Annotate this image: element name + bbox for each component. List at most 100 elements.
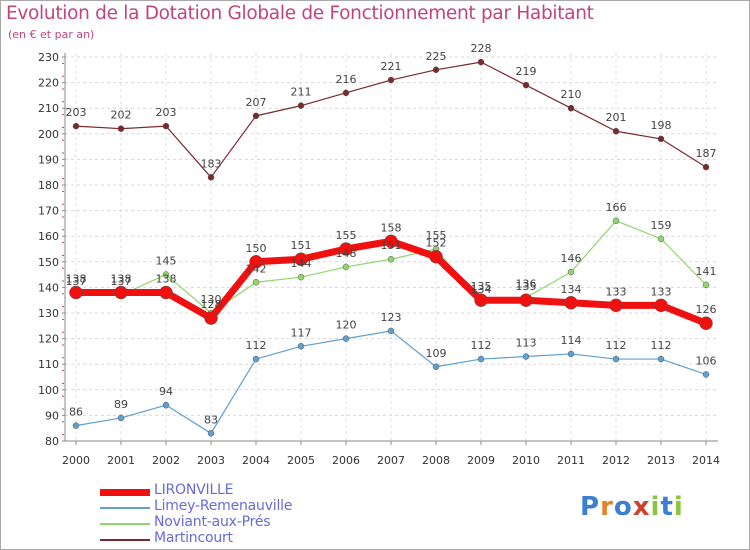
data-label-martincourt: 211 bbox=[291, 86, 312, 99]
point-lironville bbox=[429, 249, 443, 264]
point-martincourt bbox=[387, 76, 395, 84]
point-martincourt bbox=[477, 58, 485, 66]
y-tick-label: 80 bbox=[45, 435, 59, 448]
data-label-noviant-aux-pr-s: 159 bbox=[651, 219, 672, 232]
x-tick-label: 2009 bbox=[467, 454, 495, 467]
data-label-lironville: 133 bbox=[606, 285, 627, 298]
x-tick-label: 2004 bbox=[242, 454, 270, 467]
legend-label: LIRONVILLE bbox=[154, 482, 234, 498]
legend-label: Noviant-aux-Prés bbox=[154, 514, 271, 530]
x-tick-label: 2010 bbox=[512, 454, 540, 467]
point-noviant-aux-pr-s bbox=[657, 235, 665, 243]
data-label-martincourt: 216 bbox=[336, 73, 357, 86]
data-label-limey-remenauville: 109 bbox=[426, 347, 447, 360]
data-label-martincourt: 225 bbox=[426, 50, 447, 63]
logo-letter: x bbox=[632, 492, 651, 522]
point-martincourt bbox=[72, 122, 80, 130]
data-label-noviant-aux-pr-s: 148 bbox=[336, 247, 357, 260]
x-tick-label: 2012 bbox=[602, 454, 630, 467]
point-noviant-aux-pr-s bbox=[297, 273, 305, 281]
x-tick-label: 2005 bbox=[287, 454, 315, 467]
data-label-limey-remenauville: 112 bbox=[246, 339, 267, 352]
y-tick-label: 140 bbox=[38, 281, 59, 294]
data-label-limey-remenauville: 94 bbox=[159, 385, 173, 398]
data-label-limey-remenauville: 113 bbox=[516, 337, 537, 350]
data-label-lironville: 138 bbox=[66, 273, 87, 286]
data-label-limey-remenauville: 117 bbox=[291, 326, 312, 339]
data-label-limey-remenauville: 114 bbox=[561, 334, 582, 347]
data-label-lironville: 135 bbox=[471, 280, 492, 293]
x-tick-label: 2013 bbox=[647, 454, 675, 467]
point-limey-remenauville bbox=[612, 355, 620, 363]
data-label-martincourt: 221 bbox=[381, 60, 402, 73]
data-label-noviant-aux-pr-s: 137 bbox=[111, 275, 132, 288]
point-lironville bbox=[654, 298, 668, 313]
data-label-noviant-aux-pr-s: 136 bbox=[516, 278, 537, 291]
point-lironville bbox=[249, 255, 263, 269]
data-label-limey-remenauville: 86 bbox=[69, 406, 83, 419]
logo-letter: i bbox=[650, 492, 661, 522]
data-label-martincourt: 201 bbox=[606, 111, 627, 124]
point-martincourt bbox=[252, 112, 260, 120]
data-label-martincourt: 183 bbox=[201, 157, 222, 170]
y-tick-label: 200 bbox=[38, 128, 59, 141]
y-tick-label: 160 bbox=[38, 230, 59, 243]
chart-subtitle: (en € et par an) bbox=[8, 28, 95, 41]
point-martincourt bbox=[342, 89, 350, 97]
data-label-lironville: 134 bbox=[561, 283, 582, 296]
logo-letter: P bbox=[580, 492, 601, 522]
point-martincourt bbox=[612, 127, 620, 135]
point-martincourt bbox=[657, 135, 665, 143]
data-label-limey-remenauville: 112 bbox=[471, 339, 492, 352]
data-label-lironville: 135 bbox=[516, 280, 537, 293]
point-lironville bbox=[384, 234, 398, 249]
point-noviant-aux-pr-s bbox=[612, 217, 620, 225]
point-limey-remenauville bbox=[477, 355, 485, 363]
point-limey-remenauville bbox=[432, 363, 440, 371]
point-limey-remenauville bbox=[252, 355, 260, 363]
point-noviant-aux-pr-s bbox=[342, 263, 350, 271]
data-label-lironville: 133 bbox=[651, 285, 672, 298]
data-label-lironville: 158 bbox=[381, 221, 402, 234]
point-lironville bbox=[114, 285, 128, 300]
x-tick-label: 2008 bbox=[422, 454, 450, 467]
y-tick-label: 110 bbox=[38, 358, 59, 371]
data-label-martincourt: 203 bbox=[66, 106, 87, 119]
data-label-noviant-aux-pr-s: 145 bbox=[156, 255, 177, 268]
data-label-lironville: 151 bbox=[291, 239, 312, 252]
y-tick-label: 130 bbox=[38, 307, 59, 320]
point-noviant-aux-pr-s bbox=[702, 281, 710, 289]
data-label-lironville: 150 bbox=[246, 242, 267, 255]
logo-letter: r bbox=[600, 492, 614, 522]
point-noviant-aux-pr-s bbox=[252, 279, 260, 286]
point-martincourt bbox=[702, 163, 710, 171]
data-label-martincourt: 187 bbox=[696, 147, 717, 160]
data-label-martincourt: 202 bbox=[111, 109, 132, 122]
line-chart: 8090100110120130140150160170180190200210… bbox=[38, 42, 720, 467]
point-limey-remenauville bbox=[522, 353, 530, 360]
data-label-martincourt: 210 bbox=[561, 88, 582, 101]
point-noviant-aux-pr-s bbox=[567, 268, 575, 276]
legend-swatch bbox=[100, 523, 150, 525]
point-lironville bbox=[69, 285, 83, 300]
point-lironville bbox=[159, 285, 173, 300]
data-label-lironville: 138 bbox=[111, 273, 132, 286]
point-limey-remenauville bbox=[117, 414, 125, 422]
point-noviant-aux-pr-s bbox=[387, 255, 395, 263]
y-tick-label: 120 bbox=[38, 333, 59, 346]
data-label-noviant-aux-pr-s: 146 bbox=[561, 252, 582, 265]
data-label-limey-remenauville: 106 bbox=[696, 354, 717, 367]
legend-swatch bbox=[100, 507, 150, 509]
data-label-noviant-aux-pr-s: 151 bbox=[381, 239, 402, 252]
x-tick-label: 2001 bbox=[107, 454, 135, 467]
x-tick-label: 2014 bbox=[692, 454, 720, 467]
point-martincourt bbox=[432, 66, 440, 74]
data-label-noviant-aux-pr-s: 137 bbox=[66, 275, 87, 288]
data-label-noviant-aux-pr-s: 141 bbox=[696, 265, 717, 278]
data-label-noviant-aux-pr-s: 130 bbox=[201, 293, 222, 306]
point-limey-remenauville bbox=[297, 343, 305, 350]
point-lironville bbox=[204, 311, 218, 325]
data-label-limey-remenauville: 89 bbox=[114, 398, 128, 411]
point-lironville bbox=[609, 298, 623, 313]
x-tick-label: 2002 bbox=[152, 454, 180, 467]
